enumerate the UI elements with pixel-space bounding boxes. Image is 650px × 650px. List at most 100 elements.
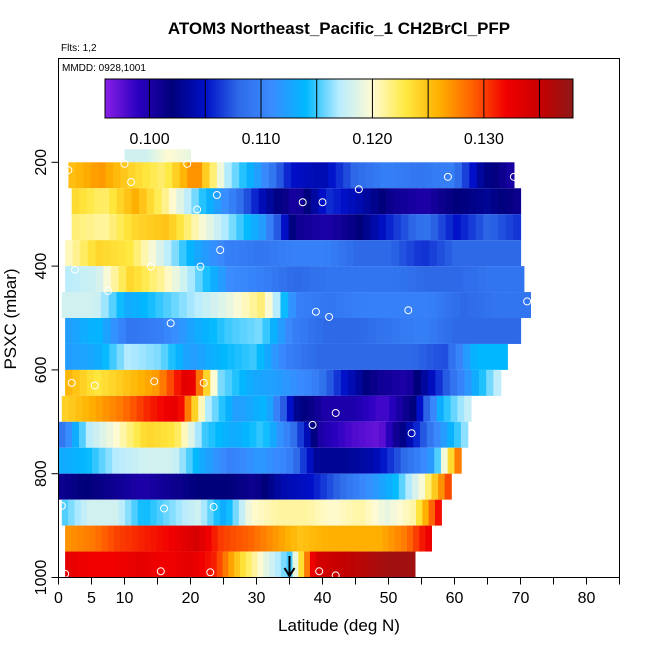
heatmap-cell — [80, 318, 89, 344]
heatmap-cell — [439, 266, 448, 293]
heatmap-cell — [101, 525, 109, 552]
heatmap-cell — [373, 447, 382, 474]
heatmap-cell — [374, 551, 381, 578]
heatmap-cell — [459, 318, 468, 344]
sample-point — [206, 568, 215, 577]
heatmap-cell — [131, 499, 139, 526]
heatmap-cell — [198, 188, 207, 215]
heatmap-cell — [123, 369, 132, 396]
heatmap-cell — [61, 292, 71, 318]
heatmap-cell — [206, 214, 215, 241]
heatmap-cell — [283, 499, 291, 526]
heatmap-cell — [283, 162, 292, 189]
heatmap-cell — [516, 266, 525, 293]
heatmap-cell — [254, 473, 262, 500]
heatmap-cell — [232, 447, 241, 474]
heatmap-cell — [219, 343, 228, 370]
heatmap-cell — [149, 266, 158, 293]
heatmap-cell — [341, 395, 349, 422]
heatmap-cell — [190, 343, 199, 370]
heatmap-cell — [362, 369, 371, 396]
heatmap-cell — [210, 292, 219, 318]
heatmap-cell — [326, 214, 335, 241]
heatmap-cell — [286, 447, 294, 474]
heatmap-cell — [245, 499, 253, 526]
heatmap-cell — [241, 473, 249, 500]
heatmap-cell — [179, 447, 187, 474]
heatmap-cell — [228, 551, 235, 578]
heatmap-cell — [483, 214, 492, 241]
heatmap-cell — [453, 188, 462, 215]
heatmap-cell — [405, 292, 414, 318]
heatmap-cell — [129, 551, 136, 578]
heatmap-cell — [374, 343, 383, 370]
heatmap-cell — [416, 499, 423, 526]
heatmap-cell — [213, 214, 222, 241]
heatmap-cell — [286, 266, 296, 293]
heatmap-cell — [353, 447, 362, 474]
heatmap-cell — [58, 447, 66, 474]
heatmap-cell — [400, 525, 408, 552]
heatmap-cell — [281, 188, 290, 215]
heatmap-cell — [257, 292, 266, 318]
sample-point — [104, 287, 112, 296]
heatmap-cell — [353, 473, 361, 500]
heatmap-cell — [311, 214, 320, 241]
heatmap-cell — [86, 188, 95, 215]
heatmap-cell — [181, 149, 184, 176]
heatmap-cell — [348, 214, 357, 241]
heatmap-cell — [101, 369, 110, 396]
heatmap-cell — [512, 318, 522, 344]
heatmap-cell — [135, 149, 138, 176]
heatmap-cell — [85, 421, 94, 448]
heatmap-cell — [112, 447, 120, 474]
heatmap-cell — [459, 240, 468, 267]
heatmap-cell — [491, 162, 500, 189]
heatmap-cell — [213, 188, 222, 215]
sample-point — [120, 159, 129, 168]
heatmap-cell — [366, 292, 375, 318]
heatmap-cell — [382, 343, 390, 370]
x-tick-label: 40 — [314, 590, 332, 607]
heatmap-cell — [103, 266, 112, 293]
heatmap-cell — [234, 551, 241, 578]
heatmap-cell — [320, 473, 328, 500]
heatmap-cell — [82, 395, 90, 422]
heatmap-cell — [275, 369, 284, 396]
heatmap-cell — [280, 551, 288, 578]
heatmap-cell — [355, 266, 364, 293]
heatmap-cell — [411, 473, 420, 500]
heatmap-cell — [168, 149, 171, 176]
heatmap-cell — [110, 318, 119, 344]
heatmap-cell — [208, 421, 216, 448]
heatmap-cell — [94, 214, 103, 241]
heatmap-cell — [142, 162, 151, 189]
heatmap-cell — [116, 188, 125, 215]
sample-point — [216, 246, 225, 255]
sample-point — [407, 429, 416, 438]
sample-point — [183, 159, 192, 168]
heatmap-cell — [486, 369, 495, 396]
heatmap-cell — [321, 551, 329, 578]
heatmap-cell — [471, 369, 480, 396]
heatmap-cell — [226, 499, 234, 526]
heatmap-cell — [342, 292, 352, 318]
heatmap-cell — [414, 447, 422, 474]
heatmap-cell — [352, 499, 360, 526]
heatmap-cell — [171, 149, 174, 176]
heatmap-cell — [417, 162, 426, 189]
heatmap-cell — [185, 447, 194, 474]
heatmap-cell — [385, 421, 394, 448]
heatmap-cell — [298, 162, 307, 189]
heatmap-cell — [243, 188, 252, 215]
heatmap-cell — [131, 343, 140, 370]
heatmap-cell — [348, 188, 357, 215]
heatmap-cell — [304, 421, 312, 448]
heatmap-cell — [442, 369, 451, 396]
heatmap-cell — [101, 188, 110, 215]
heatmap-cell — [397, 499, 404, 526]
heatmap-cell — [83, 162, 92, 189]
heatmap-cell — [500, 266, 510, 293]
heatmap-cell — [94, 551, 101, 578]
heatmap-cell — [462, 266, 471, 293]
